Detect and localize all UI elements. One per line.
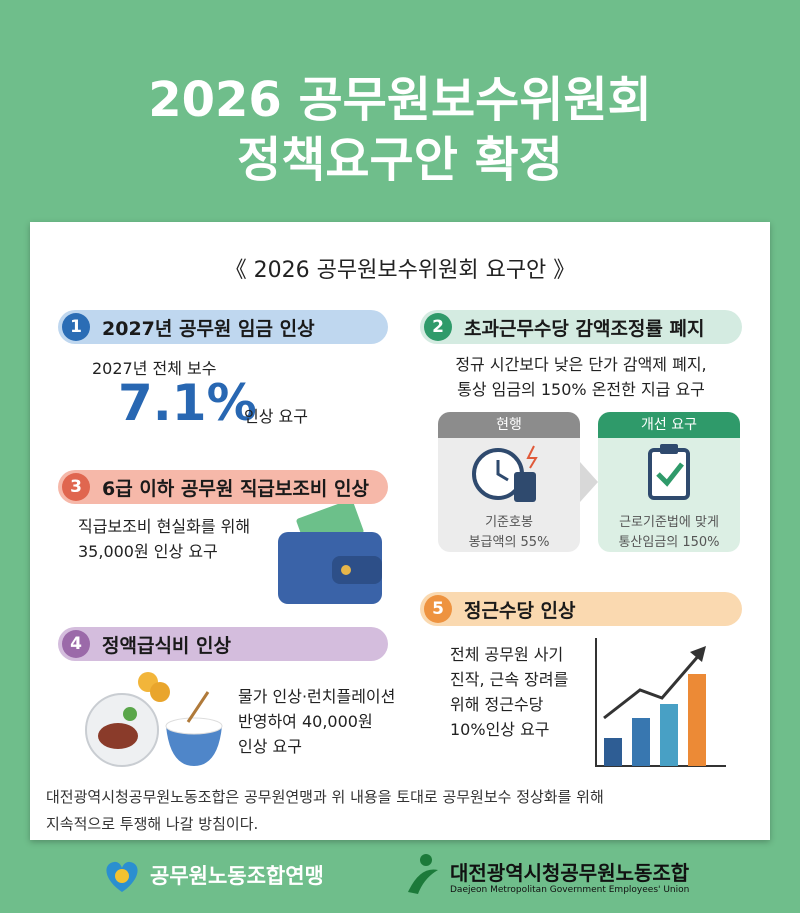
clipboard-icon: [648, 444, 690, 500]
section-number: 2: [424, 313, 452, 341]
food-icon: [85, 672, 223, 767]
box-line: 기준호봉: [485, 515, 533, 530]
line: 정규 시간보다 낮은 단가 감액제 폐지,: [455, 355, 707, 374]
section-title: 초과근무수당 감액조정률 폐지: [464, 317, 705, 340]
section-header: 4 정액급식비 인상: [58, 627, 388, 661]
highlight: 7.1%: [118, 374, 257, 432]
logo-text: 공무원노동조합연맹: [150, 864, 324, 888]
section-number: 5: [424, 595, 452, 623]
text: 물가 인상·런치플레이션 반영하여 40,000원 인상 요구: [238, 684, 395, 759]
section-header: 2 초과근무수당 감액조정률 폐지: [420, 310, 742, 344]
section-number: 4: [62, 630, 90, 658]
line: 10%인상 요구: [450, 720, 550, 739]
text: 정규 시간보다 낮은 단가 감액제 폐지, 통상 임금의 150% 온전한 지급…: [420, 352, 742, 402]
box-label: 개선 요구: [598, 412, 740, 438]
section-number: 1: [62, 313, 90, 341]
line: 물가 인상·런치플레이션: [238, 687, 396, 706]
text: 인상 요구: [244, 407, 308, 426]
line: 전체 공무원 사기: [450, 645, 564, 664]
line: 반영하여 40,000원: [238, 712, 373, 731]
arrow: [580, 462, 598, 502]
box-line: 통산임금의 150%: [618, 535, 720, 550]
growth-icon: [595, 638, 726, 767]
text: 직급보조비 현실화를 위해 35,000원 인상 요구: [78, 514, 250, 564]
title: 2026 공무원보수위원회: [148, 72, 652, 128]
clock-icon: [472, 445, 538, 502]
line: 대전광역시청공무원노동조합은 공무원연맹과 위 내용을 토대로 공무원보수 정상…: [46, 788, 604, 806]
line: 직급보조비 현실화를 위해: [78, 517, 251, 536]
logo-icon: [408, 854, 438, 894]
line: 지속적으로 투쟁해 나갈 방침이다.: [46, 815, 259, 833]
logo-text: 대전광역시청공무원노동조합: [450, 861, 690, 885]
section-header: 1 2027년 공무원 임금 인상: [58, 310, 388, 344]
text: 전체 공무원 사기 진작, 근속 장려를 위해 정근수당 10%인상 요구: [450, 642, 568, 742]
logo-icon: [106, 861, 138, 892]
line: 위해 정근수당: [450, 695, 544, 714]
box-line: 근로기준법에 맞게: [619, 515, 719, 530]
section-header: 5 정근수당 인상: [420, 592, 742, 626]
section-number: 3: [62, 473, 90, 501]
section-title: 정액급식비 인상: [102, 634, 231, 657]
line: 통상 임금의 150% 온전한 지급 요구: [457, 380, 705, 399]
line: 진작, 근속 장려를: [450, 670, 569, 689]
section-title: 6급 이하 공무원 직급보조비 인상: [102, 477, 369, 500]
section-header: 3 6급 이하 공무원 직급보조비 인상: [58, 470, 388, 504]
logo-subtext: Daejeon Metropolitan Government Employee…: [450, 885, 690, 895]
line: 인상 요구: [238, 737, 302, 756]
box-label: 현행: [438, 412, 580, 438]
current-box: 현행 기준호봉 봉급액의 55%: [438, 412, 580, 552]
proposed-box: 개선 요구 근로기준법에 맞게 통산임금의 150%: [598, 412, 740, 552]
section-title: 2027년 공무원 임금 인상: [102, 317, 315, 340]
section-title: 정근수당 인상: [464, 599, 576, 622]
panel-title: 《 2026 공무원보수위원회 요구안 》: [224, 258, 576, 283]
note: 대전광역시청공무원노동조합은 공무원연맹과 위 내용을 토대로 공무원보수 정상…: [46, 784, 604, 838]
line: 35,000원 인상 요구: [78, 542, 218, 561]
title: 정책요구안 확정: [237, 132, 563, 188]
text: 2027년 전체 보수: [92, 359, 217, 378]
panel: 《 2026 공무원보수위원회 요구안 》 1 2027년 공무원 임금 인상 …: [30, 222, 770, 840]
wallet-icon: [278, 504, 382, 604]
box-line: 봉급액의 55%: [468, 535, 550, 550]
